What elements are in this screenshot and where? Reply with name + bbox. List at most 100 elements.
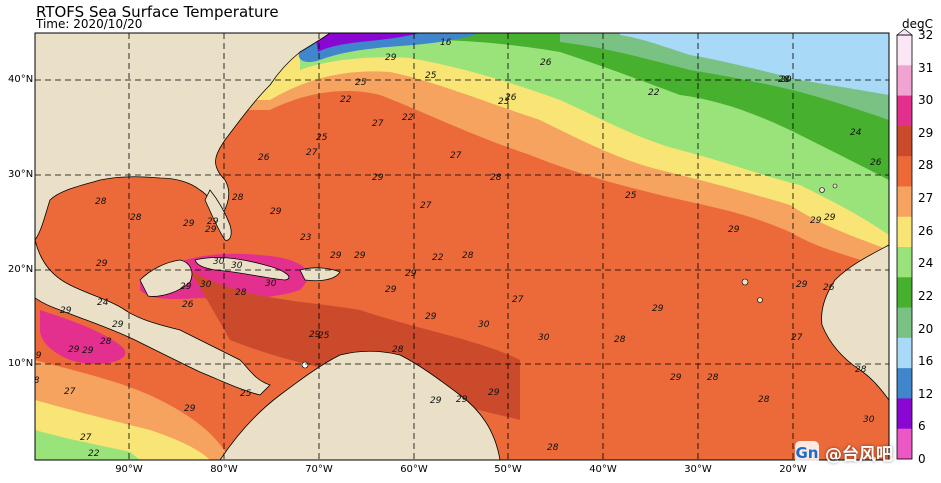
isotherm-label: 28 xyxy=(130,213,142,223)
colorbar-tick-label: 30 xyxy=(918,93,934,108)
isotherm-label: 29 xyxy=(405,269,417,279)
isotherm-label: 29 xyxy=(810,216,822,226)
isotherm-label: 26 xyxy=(870,158,882,168)
colorbar-segment xyxy=(897,428,912,460)
lon-label-60: 60°W xyxy=(400,464,428,475)
isotherm-label: 28 xyxy=(232,193,244,203)
isotherm-label: 29 xyxy=(60,306,72,316)
isotherm-label: 29 xyxy=(354,251,366,261)
isotherm-label: 28 xyxy=(614,335,626,345)
isotherm-label: 27 xyxy=(791,333,803,343)
isotherm-label: 16 xyxy=(440,38,452,48)
isotherm-label: 27 xyxy=(64,387,76,397)
lon-label-50: 50°W xyxy=(494,464,522,475)
isotherm-label: 30 xyxy=(200,280,212,290)
land-cuba xyxy=(194,257,290,281)
colorbar-tick-label: 20 xyxy=(918,321,934,336)
isotherm-label: 29 xyxy=(728,225,740,235)
isotherm-label: 28 xyxy=(235,288,247,298)
colorbar-tick-label: 24 xyxy=(918,256,934,271)
isotherm-label: 29 xyxy=(180,282,192,292)
isotherm-label: 28 xyxy=(855,365,867,375)
lon-label-90: 90°W xyxy=(115,464,143,475)
isotherm-label: 26 xyxy=(505,93,517,103)
isotherm-label: 29 xyxy=(430,396,442,406)
colorbar-segment xyxy=(897,398,912,430)
watermark-logo-icon: Gn xyxy=(795,440,819,465)
lon-label-70: 70°W xyxy=(305,464,333,475)
isotherm-label: 22 xyxy=(340,95,352,105)
colorbar-tick-label: 26 xyxy=(918,223,934,238)
isotherm-label: 29 xyxy=(670,373,682,383)
isotherm-label: 25 xyxy=(316,133,328,143)
isotherm-label: 28 xyxy=(490,173,502,183)
land-hispaniola xyxy=(299,267,341,282)
chart-title: RTOFS Sea Surface Temperature xyxy=(36,3,279,21)
isotherm-label: 28 xyxy=(100,337,112,347)
isotherm-label: 30 xyxy=(538,333,550,343)
isotherm-label: 29 xyxy=(112,320,124,330)
isotherm-label: 24 xyxy=(850,128,862,138)
pacific-hot-spot xyxy=(40,310,126,365)
isotherm-label: 27 xyxy=(80,433,92,443)
colorbar-segment xyxy=(897,95,912,127)
isotherm-label: 23 xyxy=(300,233,312,243)
land-yucatan xyxy=(139,259,193,297)
isotherm-label: 30 xyxy=(265,279,277,289)
isotherm-label: 22 xyxy=(402,113,414,123)
lon-label-30: 30°W xyxy=(684,464,712,475)
lat-label-40: 40°N xyxy=(8,74,34,85)
isotherm-label: 25 xyxy=(240,389,252,399)
isotherm-label: 24 xyxy=(97,298,109,308)
colorbar-segment xyxy=(897,368,912,399)
isotherm-label: 27 xyxy=(420,201,432,211)
colorbar-tick-label: 16 xyxy=(918,354,934,369)
colorbar-tick-label: 6 xyxy=(918,419,926,434)
isotherm-label: 29 xyxy=(456,395,468,405)
isotherm-label: 30 xyxy=(478,320,490,330)
colorbar-tick-label: 22 xyxy=(918,288,934,303)
isotherm-label: 29 xyxy=(184,404,196,414)
colorbar-segment xyxy=(897,337,912,369)
isotherm-label: 27 xyxy=(372,119,384,129)
sst-band-20 xyxy=(620,33,889,95)
isotherm-label: 29 xyxy=(385,285,397,295)
pacific-band-24 xyxy=(35,430,140,460)
isotherm-label: 29 xyxy=(385,53,397,63)
colorbar-unit: degC xyxy=(902,17,933,31)
isotherm-label: 28 xyxy=(547,443,559,453)
isotherm-label: 27 xyxy=(512,295,524,305)
colorbar-segment xyxy=(897,156,912,187)
isotherm-label: 30 xyxy=(213,257,225,267)
isotherm-label: 22 xyxy=(648,88,660,98)
colorbar-segment xyxy=(897,125,912,157)
watermark-text: @台风吧 xyxy=(825,445,893,465)
isotherm-label: 26 xyxy=(258,153,270,163)
isotherm-label: 28 xyxy=(778,75,790,85)
lon-label-20: 20°W xyxy=(779,464,807,475)
isotherm-label: 27 xyxy=(306,148,318,158)
watermark: Gn @台风吧 xyxy=(795,440,893,465)
colorbar-tick-label: 32 xyxy=(918,28,934,42)
isotherm-label: 26 xyxy=(182,300,194,310)
lat-label-30: 30°N xyxy=(8,169,34,180)
isotherm-label: 29 xyxy=(30,351,42,361)
isotherm-label: 29 xyxy=(330,251,342,261)
isotherm-label: 30 xyxy=(231,261,243,271)
isotherm-label: 29 xyxy=(309,330,321,340)
isotherm-label: 29 xyxy=(183,219,195,229)
lon-label-80: 80°W xyxy=(210,464,238,475)
land-africa xyxy=(821,244,889,401)
isotherm-label: 29 xyxy=(205,225,217,235)
land-island xyxy=(757,297,763,303)
colorbar-tick-label: 31 xyxy=(918,60,934,75)
sst-band-12 xyxy=(315,33,420,52)
colorbar-segment xyxy=(897,216,912,248)
colorbar-frame xyxy=(896,34,913,460)
colorbar-tick-label: 0 xyxy=(918,452,926,466)
colorbar xyxy=(896,28,913,460)
lon-label-40: 40°W xyxy=(589,464,617,475)
land-south-america xyxy=(219,350,501,460)
